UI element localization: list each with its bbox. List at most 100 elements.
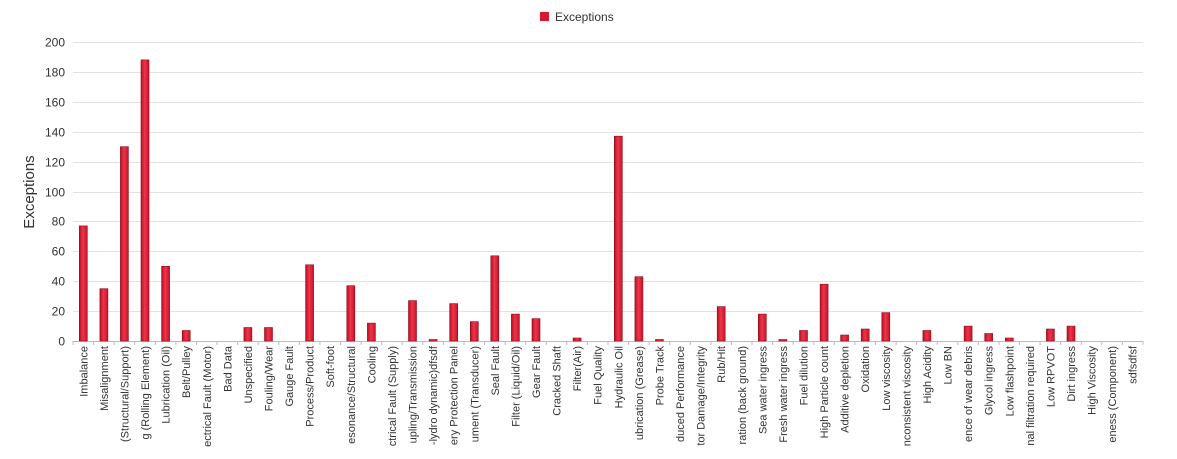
x-tick-label: Belt/Pulley [181,346,193,398]
bar[interactable] [860,328,870,342]
bar[interactable] [881,312,891,342]
x-tick-label: Cracked Shaft [552,346,564,416]
bar[interactable] [757,313,767,342]
x-tick-label: nconsistent viscosity [901,346,913,447]
x-tick-label: ration (back ground) [737,346,749,444]
bar[interactable] [99,288,109,342]
legend-swatch [540,12,549,21]
x-tick-label: -lydro dynamic)dfsdf [428,345,440,445]
x-tick-label: Glycol ingress [984,346,996,416]
y-axis: 0 20 40 60 80 100 120 140 160 180 200 [45,36,65,349]
x-tick-label: Unspecified [243,346,255,403]
bar[interactable] [243,327,253,342]
bar[interactable] [511,313,520,342]
bar[interactable] [922,330,932,342]
x-tick-label: Fuel dilution [799,346,811,405]
bar[interactable] [799,330,808,342]
bar[interactable] [79,225,88,342]
x-tick-label: g (Rolling Element) [140,346,152,440]
x-tick-label: Bad Data [222,345,234,392]
x-tick-label: ectrical Fault (Motor) [202,346,214,447]
y-tick-label: 60 [52,245,66,259]
x-tick-label: ubrication (Grease) [634,346,646,440]
bar[interactable] [840,334,849,342]
x-tick-label: Process/Product [305,346,317,427]
bar[interactable] [634,276,644,342]
x-tick-label: Gauge Fault [284,346,296,407]
x-tick-label: Fuel Quality [593,346,605,405]
x-tick-label: sdfsdfsf [1128,345,1140,384]
y-tick-label: 80 [52,215,66,229]
bar[interactable] [984,333,994,342]
x-tick-label: Oxidation [860,346,872,392]
bar[interactable] [408,300,417,342]
x-axis: Imbalance Misalignment (Structural/Support… [72,341,1144,447]
bar[interactable] [181,330,191,342]
bar[interactable] [1004,337,1014,342]
x-tick-label: Fresh water ingress [778,346,790,443]
x-tick-label: Low RPVOT [1045,346,1057,407]
bar[interactable] [449,303,459,342]
x-tick-label: ery Protection Panel [449,346,461,445]
x-tick-label: Filter (Liquid/Oil) [510,346,522,427]
legend[interactable]: Exceptions [540,10,614,24]
x-tick-label: (Structural/Support) [119,346,131,442]
y-tick-label: 160 [45,96,65,110]
x-tick-label: nal filtration required [1025,346,1037,446]
bar[interactable] [428,339,438,342]
x-tick-label: High Acidity [922,346,934,404]
x-tick-label: Cooling [366,346,378,383]
bar[interactable] [613,135,623,342]
y-tick-label: 120 [45,156,65,170]
x-tick-label: Fouling/Wear [264,346,276,412]
x-tick-label: upling/Transmission [408,346,420,443]
x-tick-label: ctrical Fault (Supply) [387,346,399,446]
x-tick-label: Misalignment [99,346,111,411]
x-tick-label: Imbalance [78,346,90,397]
x-tick-label: Rub/Hit [716,346,728,383]
bar[interactable] [531,318,541,342]
bar[interactable] [367,322,376,342]
bars [79,59,1076,342]
bar[interactable] [1066,325,1076,342]
y-tick-label: 0 [58,335,65,349]
y-tick-label: 180 [45,66,65,80]
x-tick-label: Seal Fault [490,346,502,396]
x-tick-label: ence of wear debris [963,346,975,442]
y-tick-label: 100 [45,186,65,200]
bar[interactable] [655,339,664,342]
x-tick-label: Lubrication (Oil) [161,346,173,424]
bar[interactable] [819,283,829,342]
x-tick-label: Low viscosity [881,346,893,411]
bar[interactable] [572,337,582,342]
x-tick-label: duced Performance [675,346,687,442]
x-tick-label: tor Damage/Integrity [696,346,708,446]
bar[interactable] [120,146,129,342]
bar[interactable] [963,325,973,342]
bar[interactable] [490,255,500,342]
bar[interactable] [716,306,726,342]
bar[interactable] [1046,328,1055,342]
x-tick-label: ument (Transducer) [469,346,481,442]
y-axis-label: Exceptions [21,155,38,228]
x-tick-label: High Particle count [819,346,831,438]
bar[interactable] [140,59,150,342]
x-tick-label: Soft-foot [325,346,337,388]
x-tick-label: esonance/Structural [346,346,358,444]
legend-label: Exceptions [555,10,614,24]
bar[interactable] [305,264,314,342]
y-tick-label: 200 [45,36,65,50]
x-tick-label: Hydraulic Oil [613,346,625,408]
bar[interactable] [346,285,356,342]
y-tick-label: 140 [45,126,65,140]
bar[interactable] [469,321,479,342]
bar[interactable] [778,339,788,342]
bar[interactable] [161,265,170,342]
gridlines [73,42,1143,342]
x-tick-label: Low flashpoint [1004,346,1016,416]
bar[interactable] [264,327,273,342]
x-tick-label: Dirt ingress [1066,346,1078,402]
x-tick-label: Probe Track [654,346,666,406]
x-tick-label: Filter(Air) [572,346,584,391]
